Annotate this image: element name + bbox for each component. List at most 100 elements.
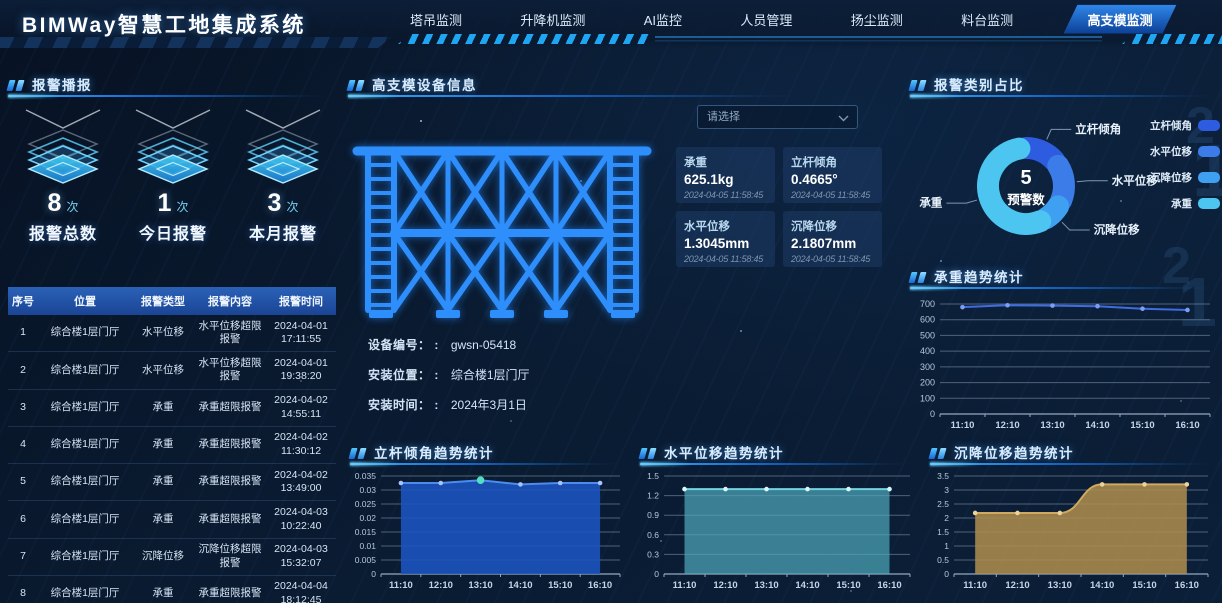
weight-trend-chart: 0 100 200 300 400 500 600 700 11:10 12:10 13:10 14:… — [906, 290, 1218, 441]
app-title: BIMWay智慧工地集成系统 — [22, 14, 306, 37]
nav-tab-6[interactable]: 料台监测 — [961, 12, 1014, 28]
section-header-pie: 报警类别占比 — [908, 74, 1212, 98]
svg-text:1.5: 1.5 — [937, 527, 949, 537]
svg-text:16:10: 16:10 — [1175, 580, 1199, 591]
table-cell: 综合楼1层门厅 — [38, 463, 132, 502]
metric-timestamp: 2024-04-05 11:58:45 — [684, 254, 764, 264]
svg-text:0: 0 — [944, 569, 949, 579]
metric-value: 1.3045mm — [684, 236, 750, 251]
stat-label: 报警总数 — [28, 226, 97, 243]
table-cell: 承重 — [132, 389, 194, 427]
table-cell: 承重 — [132, 463, 194, 502]
table-cell: 2024-04-04 18:12:45 — [266, 575, 336, 603]
stat-label: 本月报警 — [248, 226, 317, 243]
section-header-horiz-trend: 水平位移趋势统计 — [638, 442, 908, 466]
metric-card: 水平位移 1.3045mm 2024-04-05 11:58:45 — [676, 211, 775, 267]
metric-value: 625.1kg — [684, 172, 734, 187]
svg-text:600: 600 — [920, 315, 935, 325]
table-cell: 水平位移超限报警 — [194, 351, 266, 390]
section-underline — [350, 463, 618, 465]
section-bars-icon — [346, 78, 366, 95]
table-cell: 综合楼1层门厅 — [38, 538, 132, 576]
device-info-row: 安装位置： : 综合楼1层门厅 — [368, 366, 530, 383]
table-cell: 3 — [8, 389, 38, 427]
table-cell: 8 — [8, 575, 38, 603]
svg-text:15:10: 15:10 — [1130, 420, 1154, 431]
svg-text:3: 3 — [944, 485, 949, 495]
metric-label: 立杆倾角 — [791, 157, 837, 169]
section-bars-icon — [908, 78, 928, 95]
table-cell: 综合楼1层门厅 — [38, 315, 132, 353]
alarm-table: 序号 位置 报警类型 报警内容 报警时间 1 综合楼1层门厅 水平位移 水平位移超限报警 202… — [8, 287, 336, 603]
nav-tab-7[interactable]: 高支模监测 — [1064, 5, 1177, 34]
table-cell: 水平位移 — [132, 351, 194, 390]
svg-text:0.01: 0.01 — [359, 541, 376, 551]
diamond-stack-icon — [135, 109, 211, 184]
app-header: BIMWay智慧工地集成系统 塔吊监测 升降机监测 AI监控 人员管理 扬尘监测 料台监测… — [0, 0, 1222, 48]
legend-swatch — [1198, 198, 1220, 209]
info-value: 综合楼1层门厅 — [450, 368, 530, 382]
section-underline — [910, 95, 1212, 97]
svg-text:13:10: 13:10 — [1048, 580, 1072, 591]
alarm-stat: 1 次今日报警 — [118, 102, 228, 264]
table-cell: 2024-04-03 15:32:07 — [266, 538, 336, 576]
svg-text:13:10: 13:10 — [468, 580, 492, 591]
table-cell: 7 — [8, 538, 38, 576]
svg-text:0: 0 — [654, 569, 659, 579]
legend-label: 沉降位移 — [1150, 172, 1192, 184]
table-row: 7 综合楼1层门厅 沉降位移 沉降位移超限报警 2024-04-03 15:32:07 — [8, 538, 336, 576]
nav-tab-1[interactable]: 塔吊监测 — [410, 12, 463, 28]
device-info-row: 设备编号： : gwsn-05418 — [368, 336, 530, 353]
info-value: 2024年3月1日 — [450, 398, 527, 412]
section-header-device: 高支模设备信息 — [346, 74, 803, 98]
table-cell: 2024-04-01 17:11:55 — [266, 315, 336, 353]
nav-tab-3[interactable]: AI监控 — [643, 12, 683, 28]
table-cell: 2024-04-02 11:30:12 — [266, 426, 336, 465]
table-cell: 综合楼1层门厅 — [38, 500, 132, 539]
stat-unit: 次 — [286, 200, 299, 214]
svg-text:700: 700 — [920, 299, 935, 309]
table-cell: 2024-04-01 19:38:20 — [266, 351, 336, 390]
metric-card: 立杆倾角 0.4665° 2024-04-05 11:58:45 — [783, 147, 882, 203]
section-title: 沉降位移趋势统计 — [954, 446, 1074, 461]
svg-text:0.6: 0.6 — [647, 530, 659, 540]
nav-tab-2[interactable]: 升降机监测 — [520, 12, 586, 28]
horiz-displacement-chart: 0 0.3 0.6 0.9 1.2 1.5 11:10 12:10 13:10 14:10 15:1… — [634, 466, 918, 603]
section-underline — [910, 287, 1212, 289]
table-cell: 2024-04-02 13:49:00 — [266, 463, 336, 502]
section-underline — [640, 463, 908, 465]
svg-text:14:10: 14:10 — [508, 580, 532, 591]
metric-cards: 承重 625.1kg 2024-04-05 11:58:45 立杆倾角 0.466… — [676, 147, 882, 267]
svg-text:0.9: 0.9 — [647, 510, 659, 520]
svg-text:2: 2 — [944, 513, 949, 523]
stat-unit: 次 — [176, 200, 189, 214]
table-cell: 水平位移超限报警 — [194, 315, 266, 353]
svg-text:400: 400 — [920, 346, 935, 356]
nav-tab-4[interactable]: 人员管理 — [740, 12, 793, 28]
device-info: 设备编号： : gwsn-05418 安装位置： : 综合楼1层门厅 安装时间： : 20… — [368, 336, 530, 426]
scaffold-diagram — [352, 138, 652, 326]
table-cell: 2 — [8, 351, 38, 390]
metric-card: 承重 625.1kg 2024-04-05 11:58:45 — [676, 147, 775, 203]
svg-text:11:10: 11:10 — [389, 580, 413, 591]
table-cell: 沉降位移超限报警 — [194, 538, 266, 576]
bg-decor-digit: 1 — [1178, 263, 1217, 341]
section-title: 报警播报 — [32, 78, 92, 93]
metric-label: 水平位移 — [684, 221, 730, 233]
table-row: 8 综合楼1层门厅 承重 承重超限报警 2024-04-04 18:12:45 — [8, 575, 336, 603]
settlement-chart: 0 0.5 1 1.5 2 2.5 3 3.5 11:10 12:10 13:10 14:10 15:1… — [924, 466, 1216, 603]
table-col-header: 序号 — [8, 287, 38, 315]
nav-tab-5[interactable]: 扬尘监测 — [850, 12, 903, 28]
table-cell: 水平位移 — [132, 315, 194, 353]
svg-text:13:10: 13:10 — [754, 580, 778, 591]
device-select[interactable]: 请选择 — [697, 105, 858, 129]
metric-label: 沉降位移 — [791, 221, 837, 233]
table-cell: 2024-04-02 14:55:11 — [266, 389, 336, 427]
svg-text:0.015: 0.015 — [355, 527, 377, 537]
header-decor-lines — [655, 36, 1102, 42]
svg-text:15:10: 15:10 — [548, 580, 572, 591]
table-cell: 承重超限报警 — [194, 463, 266, 502]
info-label: 安装位置： : — [368, 368, 439, 382]
